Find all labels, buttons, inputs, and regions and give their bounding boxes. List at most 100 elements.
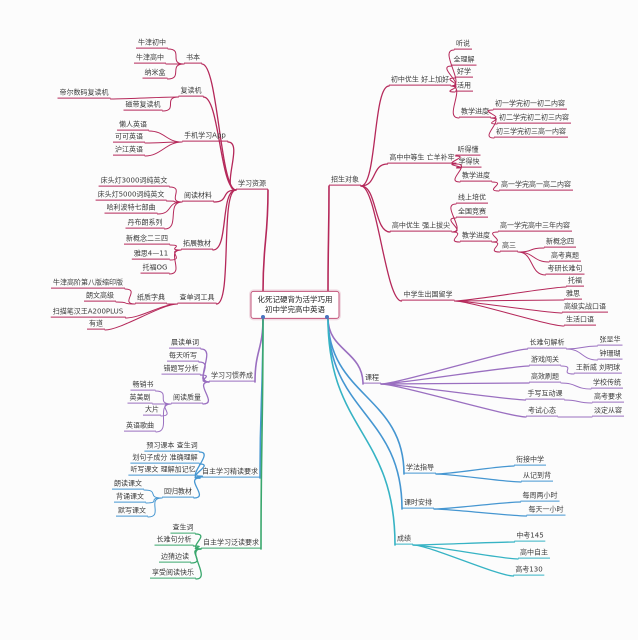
mindmap-node[interactable]: 大片: [143, 406, 161, 416]
mindmap-node[interactable]: 手写互动课: [525, 390, 565, 400]
mindmap-node[interactable]: 学得快: [456, 158, 482, 168]
mindmap-node[interactable]: 高一学完高一高二内容: [499, 181, 573, 191]
mindmap-node[interactable]: 阅读质量: [171, 394, 203, 404]
mindmap-node[interactable]: 从记到背: [521, 472, 553, 482]
mindmap-node[interactable]: 初一学完初一初二内容: [493, 100, 567, 110]
mindmap-node[interactable]: 生活口语: [564, 316, 596, 326]
mindmap-node[interactable]: 考研长难句: [545, 265, 585, 275]
mindmap-node[interactable]: 教学进度: [460, 172, 492, 182]
mindmap-node[interactable]: 阅读材料: [182, 192, 214, 202]
mindmap-node[interactable]: 每天一小时: [526, 506, 566, 516]
mindmap-node[interactable]: 帝尔数码复读机: [57, 89, 111, 99]
mindmap-node[interactable]: 高中自主: [518, 549, 550, 559]
mindmap-node[interactable]: 纸质字典: [135, 294, 167, 304]
mindmap-node[interactable]: 托福: [566, 277, 584, 287]
mindmap-node[interactable]: 初三学完初三高一内容: [494, 128, 568, 138]
mindmap-node[interactable]: 划句子成分 准确理解: [130, 454, 200, 464]
mindmap-node[interactable]: 全国竞赛: [456, 208, 488, 218]
mindmap-node[interactable]: 学校传统: [591, 379, 623, 389]
node-intensive-reading[interactable]: 自主学习精读要求: [200, 468, 260, 478]
mindmap-node[interactable]: 牛津高阶第八版缩印版: [51, 279, 125, 289]
mindmap-node[interactable]: 每天听写: [167, 352, 199, 362]
mindmap-node[interactable]: 懒人英语: [117, 121, 149, 131]
mindmap-node[interactable]: 听得懂: [455, 146, 481, 156]
mindmap-node[interactable]: 钟珊瑚: [597, 350, 623, 360]
mindmap-node[interactable]: 有道: [87, 320, 105, 330]
mindmap-node[interactable]: 牛津初中: [136, 39, 168, 49]
central-topic[interactable]: 化死记硬背为活学巧用 初中学完高中英语: [250, 290, 340, 320]
mindmap-node[interactable]: 边猜边读: [159, 553, 191, 563]
mindmap-node[interactable]: 享受阅读快乐: [150, 569, 196, 579]
mindmap-node[interactable]: 朗文高级: [84, 292, 116, 302]
mindmap-node[interactable]: 初二学完初二初三内容: [497, 114, 571, 124]
mindmap-node[interactable]: 拓展教材: [181, 240, 213, 250]
mindmap-node[interactable]: 王新威 刘明球: [573, 364, 623, 374]
mindmap-node[interactable]: 中考145: [514, 532, 546, 542]
mindmap-node[interactable]: 高效刷题: [529, 373, 561, 383]
mindmap-node[interactable]: 英美剧: [127, 394, 153, 404]
mindmap-node[interactable]: 淡定从容: [592, 407, 624, 417]
mindmap-node[interactable]: 听说: [454, 40, 472, 50]
mindmap-node[interactable]: 新概念四: [544, 238, 576, 248]
mindmap-node[interactable]: 雅思: [564, 290, 582, 300]
mindmap-node[interactable]: 磁带复读机: [123, 101, 163, 111]
mindmap-node[interactable]: 托福OG: [140, 264, 170, 274]
mindmap-node[interactable]: 雅思4—11: [131, 250, 171, 260]
node-scores[interactable]: 成绩: [395, 535, 413, 545]
node-courses[interactable]: 课程: [363, 374, 381, 384]
mindmap-node[interactable]: 张显华: [597, 336, 623, 346]
mindmap-node[interactable]: 长难句分析: [154, 536, 194, 546]
mindmap-node[interactable]: 好学: [455, 68, 473, 78]
mindmap-node[interactable]: 朗读课文: [112, 480, 144, 490]
mindmap-node[interactable]: 纳米盒: [142, 69, 168, 79]
node-learning-resources[interactable]: 学习资源: [236, 180, 268, 190]
mindmap-node[interactable]: 长难句解析: [527, 339, 567, 349]
mindmap-node[interactable]: 书本: [184, 54, 202, 64]
mindmap-node[interactable]: 丹布朗系列: [125, 219, 165, 229]
mindmap-node[interactable]: 新概念二三四: [124, 235, 170, 245]
mindmap-node[interactable]: 听写课文 理解加记忆: [128, 466, 198, 476]
mindmap-node[interactable]: 高一学完高中三年内容: [498, 222, 572, 232]
mindmap-node[interactable]: 牛津高中: [134, 54, 166, 64]
mindmap-node[interactable]: 全理解: [451, 56, 477, 66]
mindmap-node[interactable]: 初中优生 好上加好: [388, 76, 452, 86]
mindmap-node[interactable]: 哈利波特七部曲: [104, 204, 158, 214]
mindmap-node[interactable]: 预习课本 查生词: [144, 442, 200, 452]
mindmap-node[interactable]: 高中优生 强上拔尖: [389, 222, 453, 232]
mindmap-node[interactable]: 沪江英语: [113, 146, 145, 156]
mindmap-node[interactable]: 背诵课文: [114, 493, 146, 503]
mindmap-node[interactable]: 复读机: [178, 87, 204, 97]
mindmap-node[interactable]: 高考真题: [549, 252, 581, 262]
mindmap-node[interactable]: 高考130: [513, 566, 545, 576]
node-study-guidance[interactable]: 学法指导: [404, 464, 436, 474]
mindmap-node[interactable]: 扫描笔汉王A200PLUS: [50, 308, 126, 318]
mindmap-node[interactable]: 每周两小时: [520, 492, 560, 502]
mindmap-node[interactable]: 手机学习App: [182, 132, 228, 142]
node-study-habits[interactable]: 学习习惯养成: [209, 372, 255, 382]
mindmap-node[interactable]: 回归教材: [162, 488, 194, 498]
mindmap-node[interactable]: 默写课文: [116, 507, 148, 517]
mindmap-node[interactable]: 中学生出国留学: [401, 291, 455, 301]
mindmap-node[interactable]: 高中中等生 亡羊补牢: [387, 154, 457, 164]
mindmap-node[interactable]: 游戏闯关: [529, 356, 561, 366]
mindmap-node[interactable]: 线上培优: [456, 194, 488, 204]
mindmap-node[interactable]: 活用: [455, 82, 473, 92]
mindmap-node[interactable]: 英语歌曲: [124, 422, 156, 432]
mindmap-node[interactable]: 高考要求: [592, 393, 624, 403]
node-enrollment-targets[interactable]: 招生对象: [329, 176, 361, 186]
node-extensive-reading[interactable]: 自主学习泛读要求: [201, 539, 261, 549]
mindmap-node[interactable]: 错题写分析: [161, 365, 201, 375]
mindmap-node[interactable]: 教学进度: [459, 108, 491, 118]
mindmap-node[interactable]: 查生词: [170, 524, 196, 534]
mindmap-node[interactable]: 床头灯3000词纯英文: [98, 177, 170, 187]
mindmap-node[interactable]: 高级实战口语: [562, 303, 608, 313]
mindmap-node[interactable]: 衔接中学: [514, 456, 546, 466]
mindmap-node[interactable]: 查单词工具: [177, 294, 217, 304]
mindmap-node[interactable]: 考试心态: [526, 407, 558, 417]
node-schedule[interactable]: 课时安排: [402, 499, 434, 509]
mindmap-node[interactable]: 可可英语: [113, 133, 145, 143]
mindmap-node[interactable]: 畅销书: [130, 381, 156, 391]
mindmap-node[interactable]: 高三: [500, 242, 518, 252]
mindmap-node[interactable]: 床头灯5000词纯英文: [95, 191, 167, 201]
mindmap-node[interactable]: 晨读单词: [169, 339, 201, 349]
